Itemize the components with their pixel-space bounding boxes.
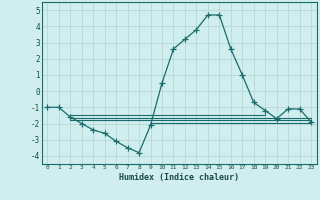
X-axis label: Humidex (Indice chaleur): Humidex (Indice chaleur) <box>119 173 239 182</box>
